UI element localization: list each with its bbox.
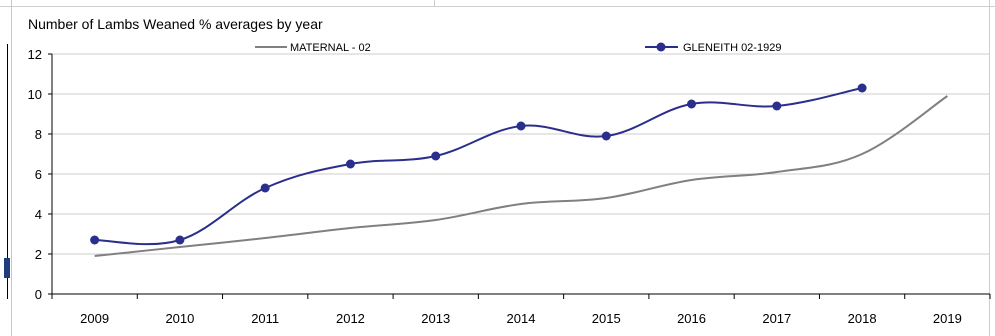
x-tick-label-2011: 2011 bbox=[251, 311, 279, 326]
series-1-point-2015[interactable] bbox=[601, 131, 611, 141]
x-tick-label-2014: 2014 bbox=[507, 311, 536, 326]
x-tick-label-2013: 2013 bbox=[421, 311, 450, 326]
axes bbox=[48, 53, 991, 299]
series-line-1 bbox=[94, 87, 863, 246]
series-1-point-2014[interactable] bbox=[516, 121, 526, 131]
gridlines bbox=[52, 53, 990, 255]
left-panel-edge bbox=[0, 0, 12, 336]
left-panel-line bbox=[7, 44, 8, 299]
series-1-point-2017[interactable] bbox=[772, 101, 782, 111]
x-tick-label-2009: 2009 bbox=[80, 311, 109, 326]
series-line-0 bbox=[94, 95, 948, 257]
x-tick-label-2012: 2012 bbox=[336, 311, 365, 326]
chart-title: Number of Lambs Weaned % averages by yea… bbox=[28, 16, 323, 32]
y-tick-labels: 0 2 4 6 8 10 12 bbox=[28, 47, 42, 302]
series-1-point-2016[interactable] bbox=[687, 99, 697, 109]
y-tick-label-12: 12 bbox=[28, 47, 42, 62]
legend: MATERNAL - 02 GLENEITH 02-1929 bbox=[255, 42, 781, 54]
y-tick-label-4: 4 bbox=[35, 207, 42, 222]
series-1-point-2018[interactable] bbox=[857, 83, 867, 93]
x-tick-labels: 2009 2010 2011 2012 2013 2014 2015 2016 2017 2018… bbox=[80, 311, 962, 326]
right-border bbox=[989, 0, 995, 336]
y-tick-label-10: 10 bbox=[28, 87, 42, 102]
series-1-point-2013[interactable] bbox=[431, 151, 441, 161]
left-panel-tab[interactable] bbox=[4, 258, 10, 278]
series-1-point-2009[interactable] bbox=[90, 235, 100, 245]
y-tick-label-2: 2 bbox=[35, 247, 42, 262]
series-1-point-2011[interactable] bbox=[260, 183, 270, 193]
top-separator bbox=[434, 0, 435, 7]
y-tick-label-0: 0 bbox=[35, 287, 42, 302]
x-tick-label-2018: 2018 bbox=[848, 311, 877, 326]
legend-label-1: GLENEITH 02-1929 bbox=[683, 42, 781, 54]
y-tick-label-6: 6 bbox=[35, 167, 42, 182]
x-tick-label-2016: 2016 bbox=[677, 311, 706, 326]
legend-marker-1 bbox=[656, 42, 666, 52]
x-tick-label-2017: 2017 bbox=[762, 311, 791, 326]
x-tick-label-2019: 2019 bbox=[933, 311, 962, 326]
series-1-point-2012[interactable] bbox=[345, 159, 355, 169]
top-border bbox=[0, 0, 995, 7]
y-tick-label-8: 8 bbox=[35, 127, 42, 142]
x-tick-label-2015: 2015 bbox=[592, 311, 621, 326]
series-1-point-2010[interactable] bbox=[175, 235, 185, 245]
series-group bbox=[90, 83, 948, 257]
x-tick-label-2010: 2010 bbox=[165, 311, 194, 326]
legend-label-0: MATERNAL - 02 bbox=[290, 42, 371, 54]
